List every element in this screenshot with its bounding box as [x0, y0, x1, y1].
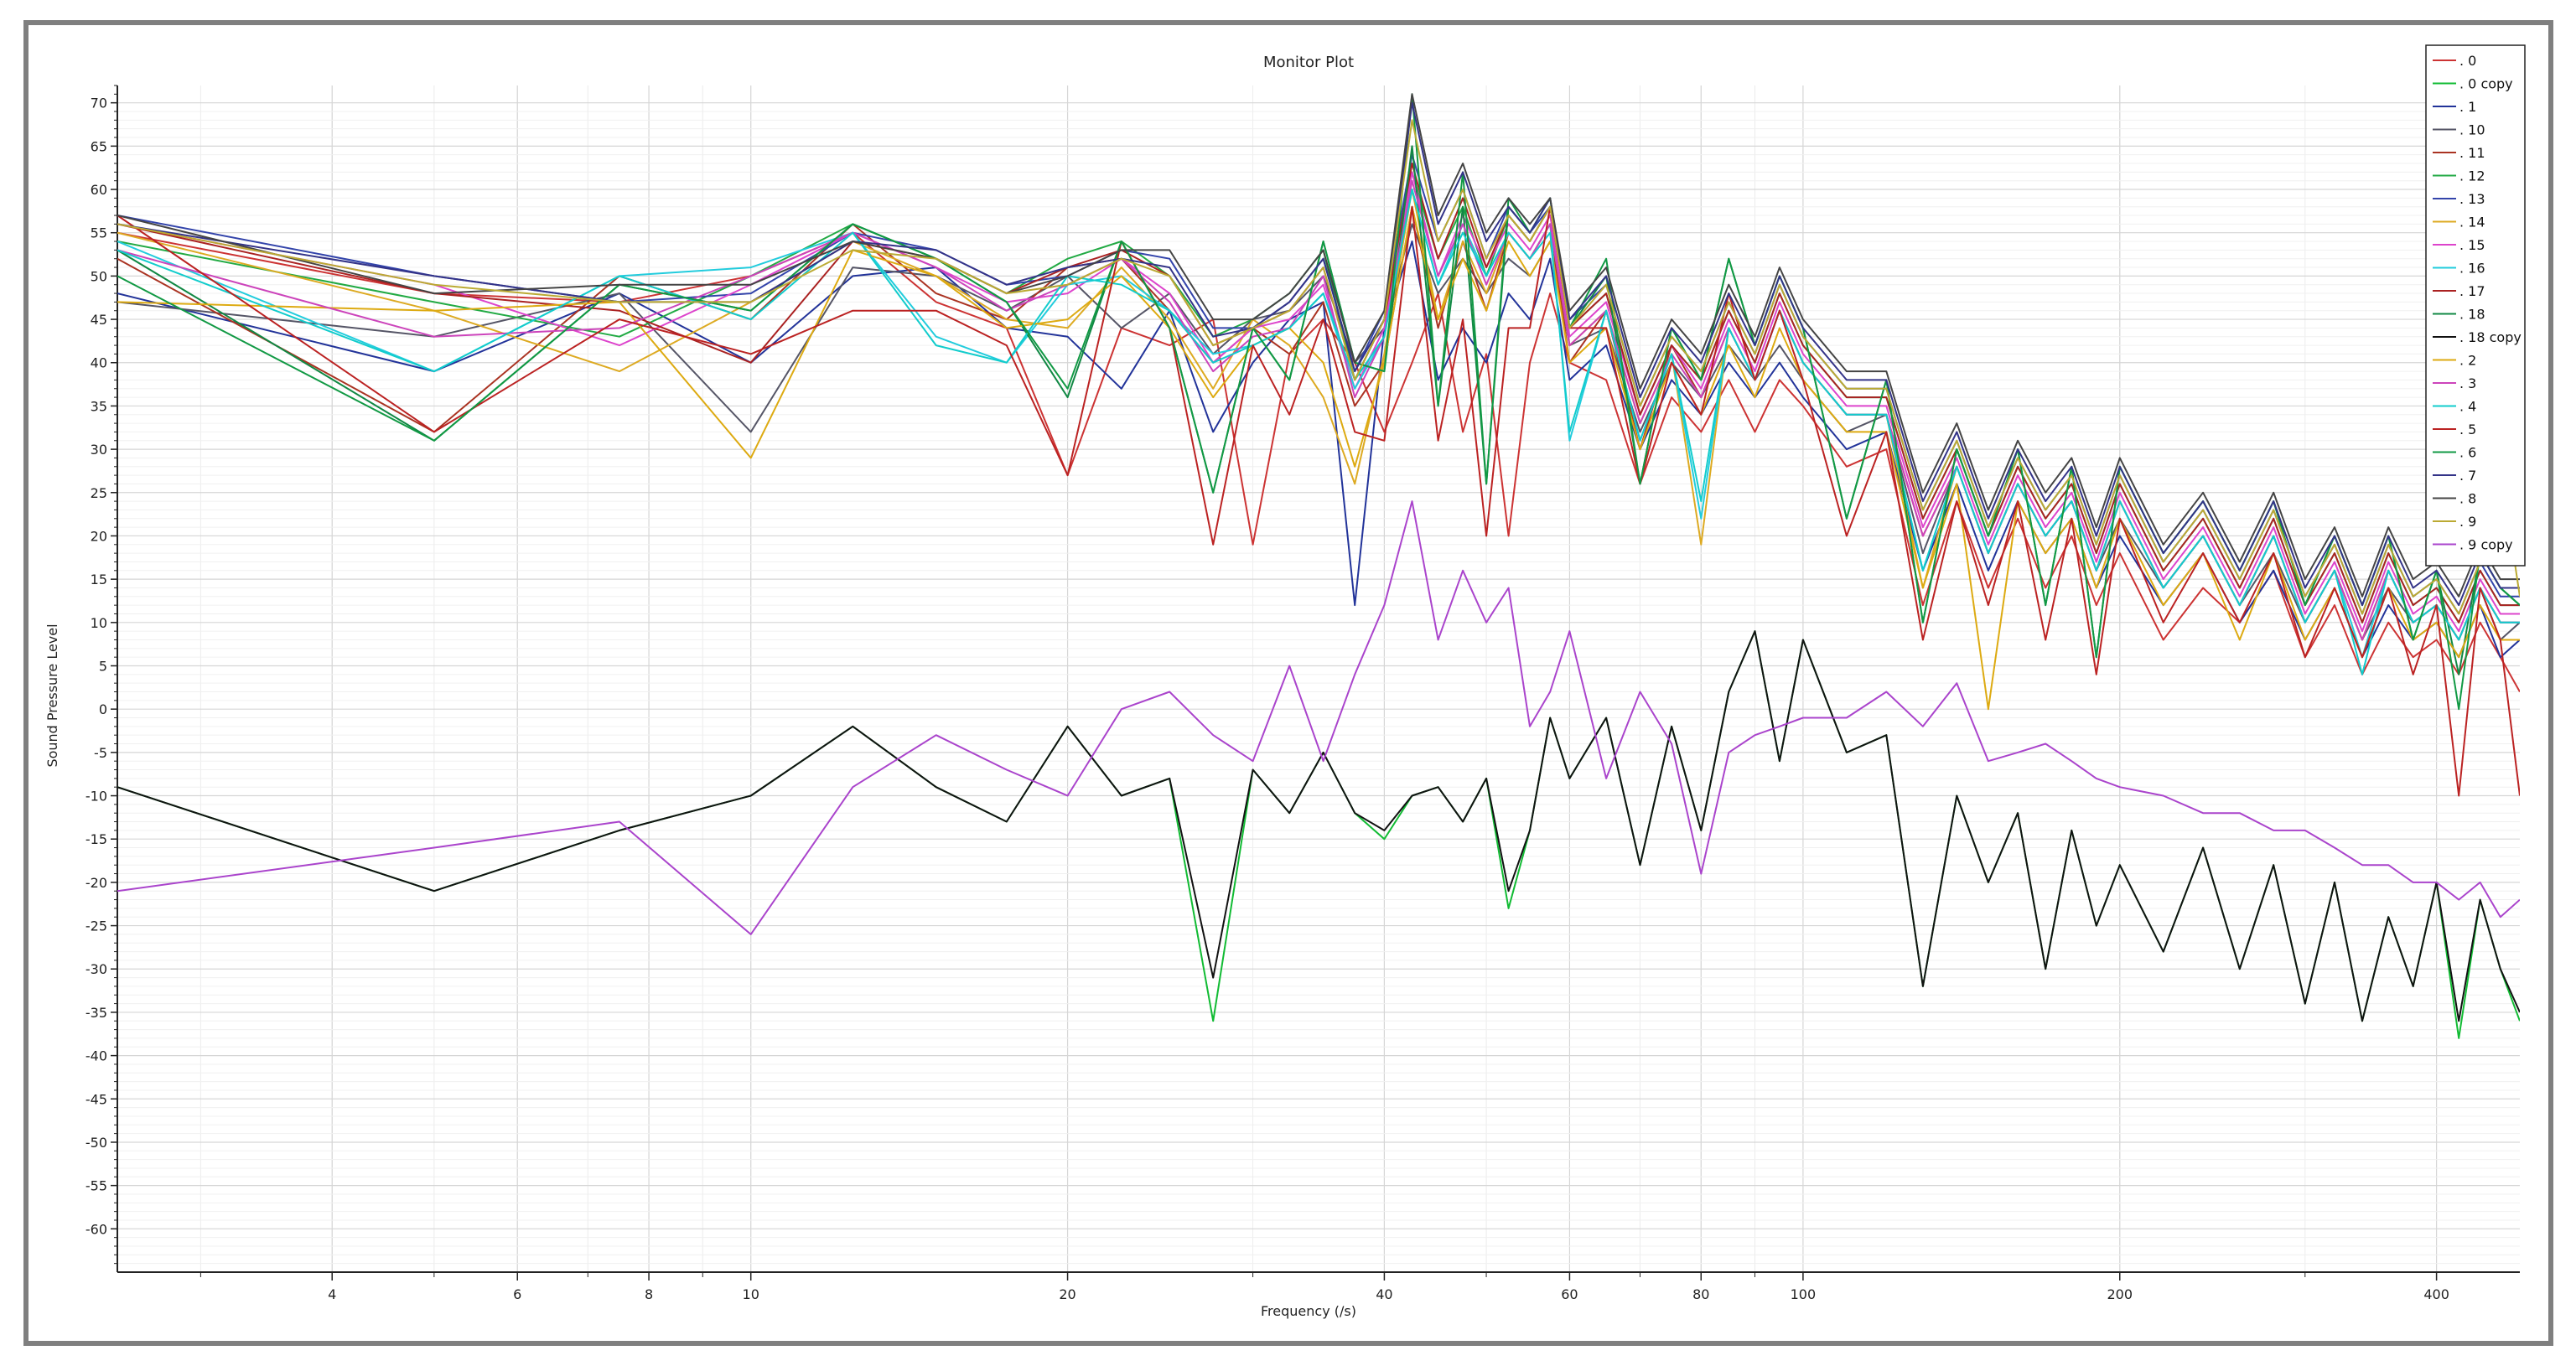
series-line [117, 93, 2520, 598]
legend-label: . 9 [2459, 514, 2476, 530]
chart-title: Monitor Plot [1263, 54, 1354, 71]
legend: . 0 . 0 copy . 1 . 10 . 11 . 12 . 13 . 14 . 15 . … [2425, 44, 2526, 567]
legend-label: . 2 [2459, 353, 2476, 369]
legend-label: . 4 [2459, 399, 2476, 415]
legend-label: . 15 [2459, 237, 2485, 253]
y-tick-label: -50 [86, 1135, 107, 1151]
y-tick-label: -5 [94, 745, 107, 761]
y-tick-label: 20 [91, 528, 107, 544]
legend-label: . 0 copy [2459, 76, 2513, 92]
series-lines [117, 93, 2520, 1039]
y-tick-label: -60 [86, 1221, 107, 1237]
legend-label: . 12 [2459, 168, 2485, 184]
series-line [117, 630, 2520, 1039]
legend-label: . 14 [2459, 215, 2485, 230]
y-tick-label: -35 [86, 1005, 107, 1021]
y-tick-label: 60 [91, 182, 107, 198]
y-tick-label: 65 [91, 138, 107, 154]
x-tick-label: 20 [1059, 1286, 1075, 1302]
y-axis-label: Sound Pressure Level [44, 623, 60, 767]
y-tick-label: 30 [91, 442, 107, 458]
y-tick-label: -10 [86, 789, 107, 805]
legend-box [2425, 44, 2526, 567]
legend-label: . 11 [2459, 145, 2485, 161]
y-tick-label: -25 [86, 918, 107, 934]
y-tick-label: -40 [86, 1048, 107, 1064]
series-line [117, 101, 2520, 607]
y-tick-label: -55 [86, 1178, 107, 1194]
y-tick-label: 35 [91, 398, 107, 414]
legend-label: . 16 [2459, 261, 2485, 277]
x-tick-label: 8 [645, 1286, 653, 1302]
series-line [117, 630, 2520, 1022]
legend-label: . 18 [2459, 307, 2485, 323]
legend-label: . 9 copy [2459, 537, 2513, 553]
y-tick-label: -30 [86, 961, 107, 977]
series-line [117, 205, 2520, 797]
y-tick-label: 0 [99, 701, 107, 717]
legend-label: . 8 [2459, 491, 2476, 507]
series-line [117, 145, 2520, 675]
y-tick-label: 55 [91, 225, 107, 241]
y-tick-label: 70 [91, 96, 107, 111]
x-tick-label: 80 [1692, 1286, 1709, 1302]
chart-svg: Monitor Plot Frequency (/s) Sound Pressu… [44, 44, 2526, 1319]
y-tick-label: -45 [86, 1091, 107, 1107]
y-tick-label: 5 [99, 658, 107, 674]
legend-label: . 3 [2459, 375, 2476, 391]
y-tick-label: 15 [91, 572, 107, 587]
legend-label: . 10 [2459, 122, 2485, 138]
legend-label: . 0 [2459, 53, 2476, 69]
y-tick-label: 25 [91, 485, 107, 501]
axes: 7065605550454035302520151050-5-10-15-20-… [86, 85, 2520, 1302]
legend-label: . 5 [2459, 422, 2476, 437]
y-tick-label: 10 [91, 615, 107, 631]
x-tick-label: 6 [513, 1286, 521, 1302]
x-tick-label: 400 [2423, 1286, 2449, 1302]
series-line [117, 93, 2520, 711]
y-tick-label: -15 [86, 831, 107, 847]
y-tick-label: 40 [91, 355, 107, 371]
legend-label: . 7 [2459, 468, 2476, 484]
x-tick-label: 40 [1376, 1286, 1392, 1302]
series-line [117, 189, 2520, 675]
legend-label: . 13 [2459, 191, 2485, 207]
x-axis-label: Frequency (/s) [1261, 1303, 1356, 1319]
series-line [117, 500, 2520, 935]
series-line [117, 205, 2520, 711]
y-tick-label: -20 [86, 875, 107, 891]
legend-label: . 6 [2459, 445, 2476, 461]
x-tick-label: 4 [328, 1286, 336, 1302]
legend-label: . 17 [2459, 283, 2485, 299]
chart-frame: Monitor Plot Frequency (/s) Sound Pressu… [23, 20, 2553, 1346]
y-tick-label: 50 [91, 268, 107, 284]
x-tick-label: 60 [1561, 1286, 1578, 1302]
y-tick-label: 45 [91, 312, 107, 328]
legend-label: . 18 copy [2459, 329, 2522, 345]
x-tick-label: 10 [743, 1286, 759, 1302]
legend-label: . 1 [2459, 99, 2476, 115]
series-line [117, 119, 2520, 615]
x-tick-label: 100 [1791, 1286, 1817, 1302]
x-tick-label: 200 [2107, 1286, 2133, 1302]
